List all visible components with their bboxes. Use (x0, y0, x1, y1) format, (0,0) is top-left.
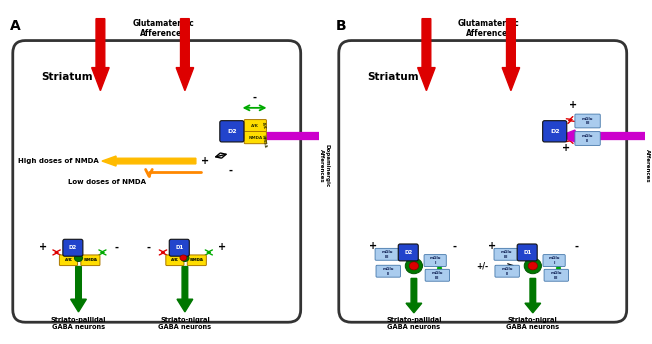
Text: -: - (147, 242, 151, 252)
Text: mGlu
I: mGlu I (548, 256, 560, 265)
FancyArrow shape (102, 156, 196, 166)
Text: mGlu
III: mGlu III (501, 250, 512, 259)
Text: +: + (488, 241, 496, 251)
Text: +/-: +/- (477, 261, 489, 270)
Text: A/K: A/K (171, 258, 179, 262)
Text: mGlu
III: mGlu III (582, 117, 593, 125)
FancyBboxPatch shape (59, 255, 78, 266)
FancyBboxPatch shape (425, 269, 450, 281)
Text: Striato-nigral
GABA neurons: Striato-nigral GABA neurons (506, 316, 559, 330)
FancyBboxPatch shape (424, 255, 446, 267)
FancyBboxPatch shape (81, 255, 100, 266)
FancyBboxPatch shape (544, 269, 569, 281)
Ellipse shape (406, 258, 422, 274)
FancyBboxPatch shape (543, 255, 565, 267)
Text: NMDA: NMDA (190, 258, 204, 262)
Text: mGlu
III: mGlu III (381, 250, 393, 259)
Text: A/K: A/K (261, 122, 267, 130)
Text: Striatum: Striatum (41, 72, 93, 82)
Text: NMDA: NMDA (261, 135, 267, 148)
Text: Low doses of NMDA: Low doses of NMDA (68, 179, 146, 185)
Text: +: + (201, 156, 209, 166)
Ellipse shape (74, 255, 83, 261)
FancyBboxPatch shape (495, 265, 520, 277)
FancyBboxPatch shape (166, 255, 184, 266)
Text: Dopaminergic
Afferences: Dopaminergic Afferences (645, 144, 652, 187)
Text: +: + (561, 143, 570, 153)
Text: NMDA: NMDA (190, 258, 203, 262)
Text: D2: D2 (227, 129, 237, 134)
FancyArrow shape (240, 130, 319, 142)
FancyBboxPatch shape (376, 265, 400, 277)
FancyBboxPatch shape (244, 131, 267, 144)
FancyArrow shape (92, 19, 109, 90)
FancyArrow shape (176, 19, 194, 90)
FancyBboxPatch shape (398, 244, 419, 261)
Ellipse shape (524, 258, 541, 274)
Text: D2: D2 (68, 245, 77, 250)
Text: Striatum: Striatum (367, 72, 419, 82)
Ellipse shape (181, 255, 189, 261)
FancyBboxPatch shape (542, 121, 567, 142)
Text: mGlu
I: mGlu I (430, 256, 441, 265)
Text: Striato-pallidal
GABA neurons: Striato-pallidal GABA neurons (51, 316, 106, 330)
Text: D2: D2 (550, 129, 559, 134)
Text: NMDA: NMDA (248, 136, 263, 140)
FancyArrow shape (406, 278, 422, 313)
FancyBboxPatch shape (244, 120, 267, 132)
Text: -: - (114, 242, 118, 252)
Text: NMDA: NMDA (84, 258, 96, 262)
Text: -: - (452, 241, 456, 251)
FancyBboxPatch shape (575, 132, 600, 146)
Text: A/K: A/K (65, 258, 72, 262)
Text: A/K: A/K (171, 258, 179, 262)
Text: +: + (39, 242, 48, 252)
Text: D1: D1 (523, 250, 531, 255)
Text: Dopaminergic
Afferences: Dopaminergic Afferences (319, 144, 329, 187)
Text: -: - (574, 241, 578, 251)
FancyBboxPatch shape (63, 239, 83, 256)
Text: D1: D1 (175, 245, 183, 250)
FancyBboxPatch shape (187, 255, 206, 266)
FancyArrow shape (418, 19, 435, 90)
Text: Striato-nigral
GABA neurons: Striato-nigral GABA neurons (158, 316, 211, 330)
Text: D2: D2 (404, 250, 412, 255)
Text: High doses of NMDA: High doses of NMDA (18, 158, 99, 164)
Ellipse shape (180, 255, 186, 260)
Text: mGlu
III: mGlu III (550, 271, 562, 280)
FancyBboxPatch shape (339, 41, 627, 322)
FancyBboxPatch shape (220, 121, 244, 142)
Text: A/K: A/K (252, 124, 259, 128)
Text: -: - (253, 93, 257, 103)
Ellipse shape (409, 262, 419, 270)
Text: A/K: A/K (65, 258, 72, 262)
FancyBboxPatch shape (375, 248, 400, 260)
FancyBboxPatch shape (13, 41, 301, 322)
FancyArrow shape (70, 267, 86, 312)
Text: mGlu
II: mGlu II (501, 267, 513, 276)
FancyBboxPatch shape (517, 244, 537, 261)
Text: mGlu
II: mGlu II (383, 267, 394, 276)
Text: mGlu
II: mGlu II (582, 134, 593, 143)
FancyArrow shape (559, 130, 645, 142)
Ellipse shape (528, 262, 537, 270)
Text: -: - (228, 165, 232, 175)
Text: +: + (218, 242, 226, 252)
Text: B: B (336, 19, 346, 33)
Text: +: + (369, 241, 378, 251)
FancyBboxPatch shape (170, 239, 189, 256)
FancyArrow shape (525, 278, 541, 313)
FancyArrow shape (177, 267, 193, 312)
Text: Striato-pallidal
GABA neurons: Striato-pallidal GABA neurons (386, 316, 441, 330)
Text: Glutamatergic
Afferences: Glutamatergic Afferences (458, 19, 520, 38)
FancyBboxPatch shape (575, 114, 600, 128)
Text: mGlu
III: mGlu III (432, 271, 443, 280)
Text: +: + (569, 100, 578, 110)
Text: NMDA: NMDA (83, 258, 98, 262)
FancyBboxPatch shape (494, 248, 518, 260)
Text: A: A (10, 19, 20, 33)
Text: Glutamatergic
Afferences: Glutamatergic Afferences (132, 19, 194, 38)
FancyArrow shape (502, 19, 520, 90)
